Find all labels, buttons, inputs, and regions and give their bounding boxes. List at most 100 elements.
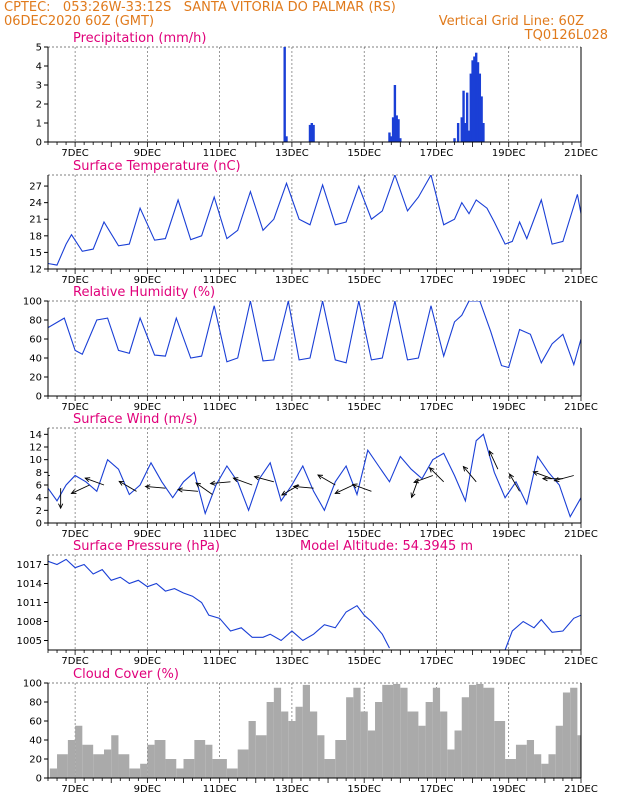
- series-line: [48, 433, 581, 519]
- wind-arrow-head: [462, 465, 469, 472]
- precip-bar: [283, 47, 286, 142]
- cloud-bar: [57, 754, 68, 778]
- y-tick-label: 80: [29, 698, 42, 709]
- precip-bar: [482, 123, 485, 142]
- wind-arrow-head: [70, 489, 77, 494]
- wind-arrow: [195, 482, 213, 495]
- plot-area: [48, 301, 581, 369]
- x-tick-label: 19DEC: [492, 656, 526, 667]
- panel-2: 12 15 18 21 24 27 7DEC 9DEC 11DEC 13DEC 15DEC 17DEC…: [29, 159, 598, 286]
- y-tick-label: 27: [29, 182, 42, 193]
- x-tick-label: 15DEC: [347, 275, 381, 286]
- x-tick-label: 19DEC: [492, 275, 526, 286]
- y-tick-label: 18: [29, 231, 42, 242]
- panel-title: Relative Humidity (%): [73, 285, 215, 300]
- plot-area: [48, 175, 581, 266]
- x-tick-label: 15DEC: [347, 784, 381, 795]
- cloud-bar: [165, 759, 177, 778]
- wind-arrow-head: [144, 484, 151, 490]
- wind-arrow-head: [553, 477, 560, 483]
- y-tick-label: 14: [29, 430, 42, 441]
- cloud-bar: [562, 692, 571, 778]
- wind-arrow: [463, 466, 477, 483]
- wind-arrow: [533, 471, 553, 480]
- precip-bar: [462, 90, 465, 142]
- y-tick-label: 1017: [17, 560, 42, 571]
- cloud-bar: [367, 730, 376, 778]
- panel-title: Surface Pressure (hPa): [73, 539, 220, 554]
- cloud-bar: [302, 684, 310, 778]
- precip-bar: [395, 115, 398, 142]
- wind-arrow: [254, 476, 274, 483]
- panel-title: Precipitation (mm/h): [73, 31, 206, 46]
- wind-arrow-head: [541, 476, 548, 482]
- wind-arrow-head: [292, 484, 299, 490]
- x-tick-label: 19DEC: [492, 402, 526, 413]
- y-tick-label: 1: [36, 119, 42, 130]
- y-tick-label: 40: [29, 736, 42, 747]
- series-line: [48, 175, 581, 266]
- cloud-bar: [353, 687, 361, 778]
- wind-arrow: [429, 467, 445, 483]
- wind-arrow-head: [177, 487, 183, 493]
- y-tick-label: 1008: [17, 617, 42, 628]
- cloud-bar: [541, 763, 549, 778]
- x-tick-label: 15DEC: [347, 529, 381, 540]
- x-tick-label: 15DEC: [347, 148, 381, 159]
- x-tick-label: 9DEC: [134, 784, 161, 795]
- cloud-bar: [505, 759, 516, 778]
- wind-arrow-head: [532, 470, 539, 476]
- wind-arrow: [335, 484, 354, 494]
- y-tick-label: 0: [36, 392, 42, 403]
- precip-bar: [388, 132, 391, 142]
- wind-arrow-head: [58, 503, 64, 510]
- x-tick-label: 17DEC: [420, 656, 454, 667]
- x-tick-label: 7DEC: [61, 529, 88, 540]
- y-tick-label: 20: [29, 373, 42, 384]
- precip-bar: [285, 136, 288, 142]
- precip-bar: [460, 117, 463, 142]
- x-tick-label: 7DEC: [61, 148, 88, 159]
- y-tick-label: 12: [29, 443, 42, 454]
- cloud-bar: [75, 725, 83, 778]
- precip-bar: [469, 73, 472, 142]
- x-tick-label: 11DEC: [203, 275, 237, 286]
- precip-bar: [391, 117, 395, 142]
- cloud-bar: [317, 735, 325, 778]
- cloud-bar: [407, 711, 419, 778]
- cloud-bar: [494, 721, 506, 778]
- x-tick-label: 11DEC: [203, 148, 237, 159]
- cloud-bar: [577, 735, 581, 778]
- cloud-bar: [425, 702, 433, 778]
- precip-bar: [312, 124, 315, 142]
- x-tick-label: 19DEC: [492, 148, 526, 159]
- wind-arrow: [118, 480, 137, 492]
- cloud-bar: [324, 759, 336, 778]
- cloud-bar: [273, 687, 282, 778]
- y-tick-label: 20: [29, 755, 42, 766]
- cloud-bar: [375, 702, 383, 778]
- header-run-time: 06DEC2020 60Z (GMT): [4, 14, 155, 29]
- panel-title: Cloud Cover (%): [73, 667, 179, 682]
- y-tick-label: 2: [36, 506, 42, 517]
- cloud-bar: [205, 744, 213, 778]
- cloud-bar: [183, 759, 195, 778]
- wind-arrow-head: [195, 482, 202, 488]
- y-tick-label: 100: [23, 297, 42, 308]
- header-model-code: TQ0126L028: [524, 28, 608, 43]
- y-tick-label: 1005: [17, 636, 42, 647]
- precip-bar: [467, 130, 471, 142]
- cloud-bar: [295, 706, 303, 778]
- y-tick-label: 8: [36, 468, 42, 479]
- cloud-bar: [147, 744, 155, 778]
- x-tick-label: 7DEC: [61, 402, 88, 413]
- y-tick-label: 4: [36, 493, 42, 504]
- cloud-bar: [393, 683, 401, 778]
- y-tick-label: 3: [36, 81, 42, 92]
- x-tick-label: 15DEC: [347, 402, 381, 413]
- y-tick-label: 60: [29, 335, 42, 346]
- precip-bar: [390, 136, 393, 142]
- y-tick-label: 12: [29, 265, 42, 276]
